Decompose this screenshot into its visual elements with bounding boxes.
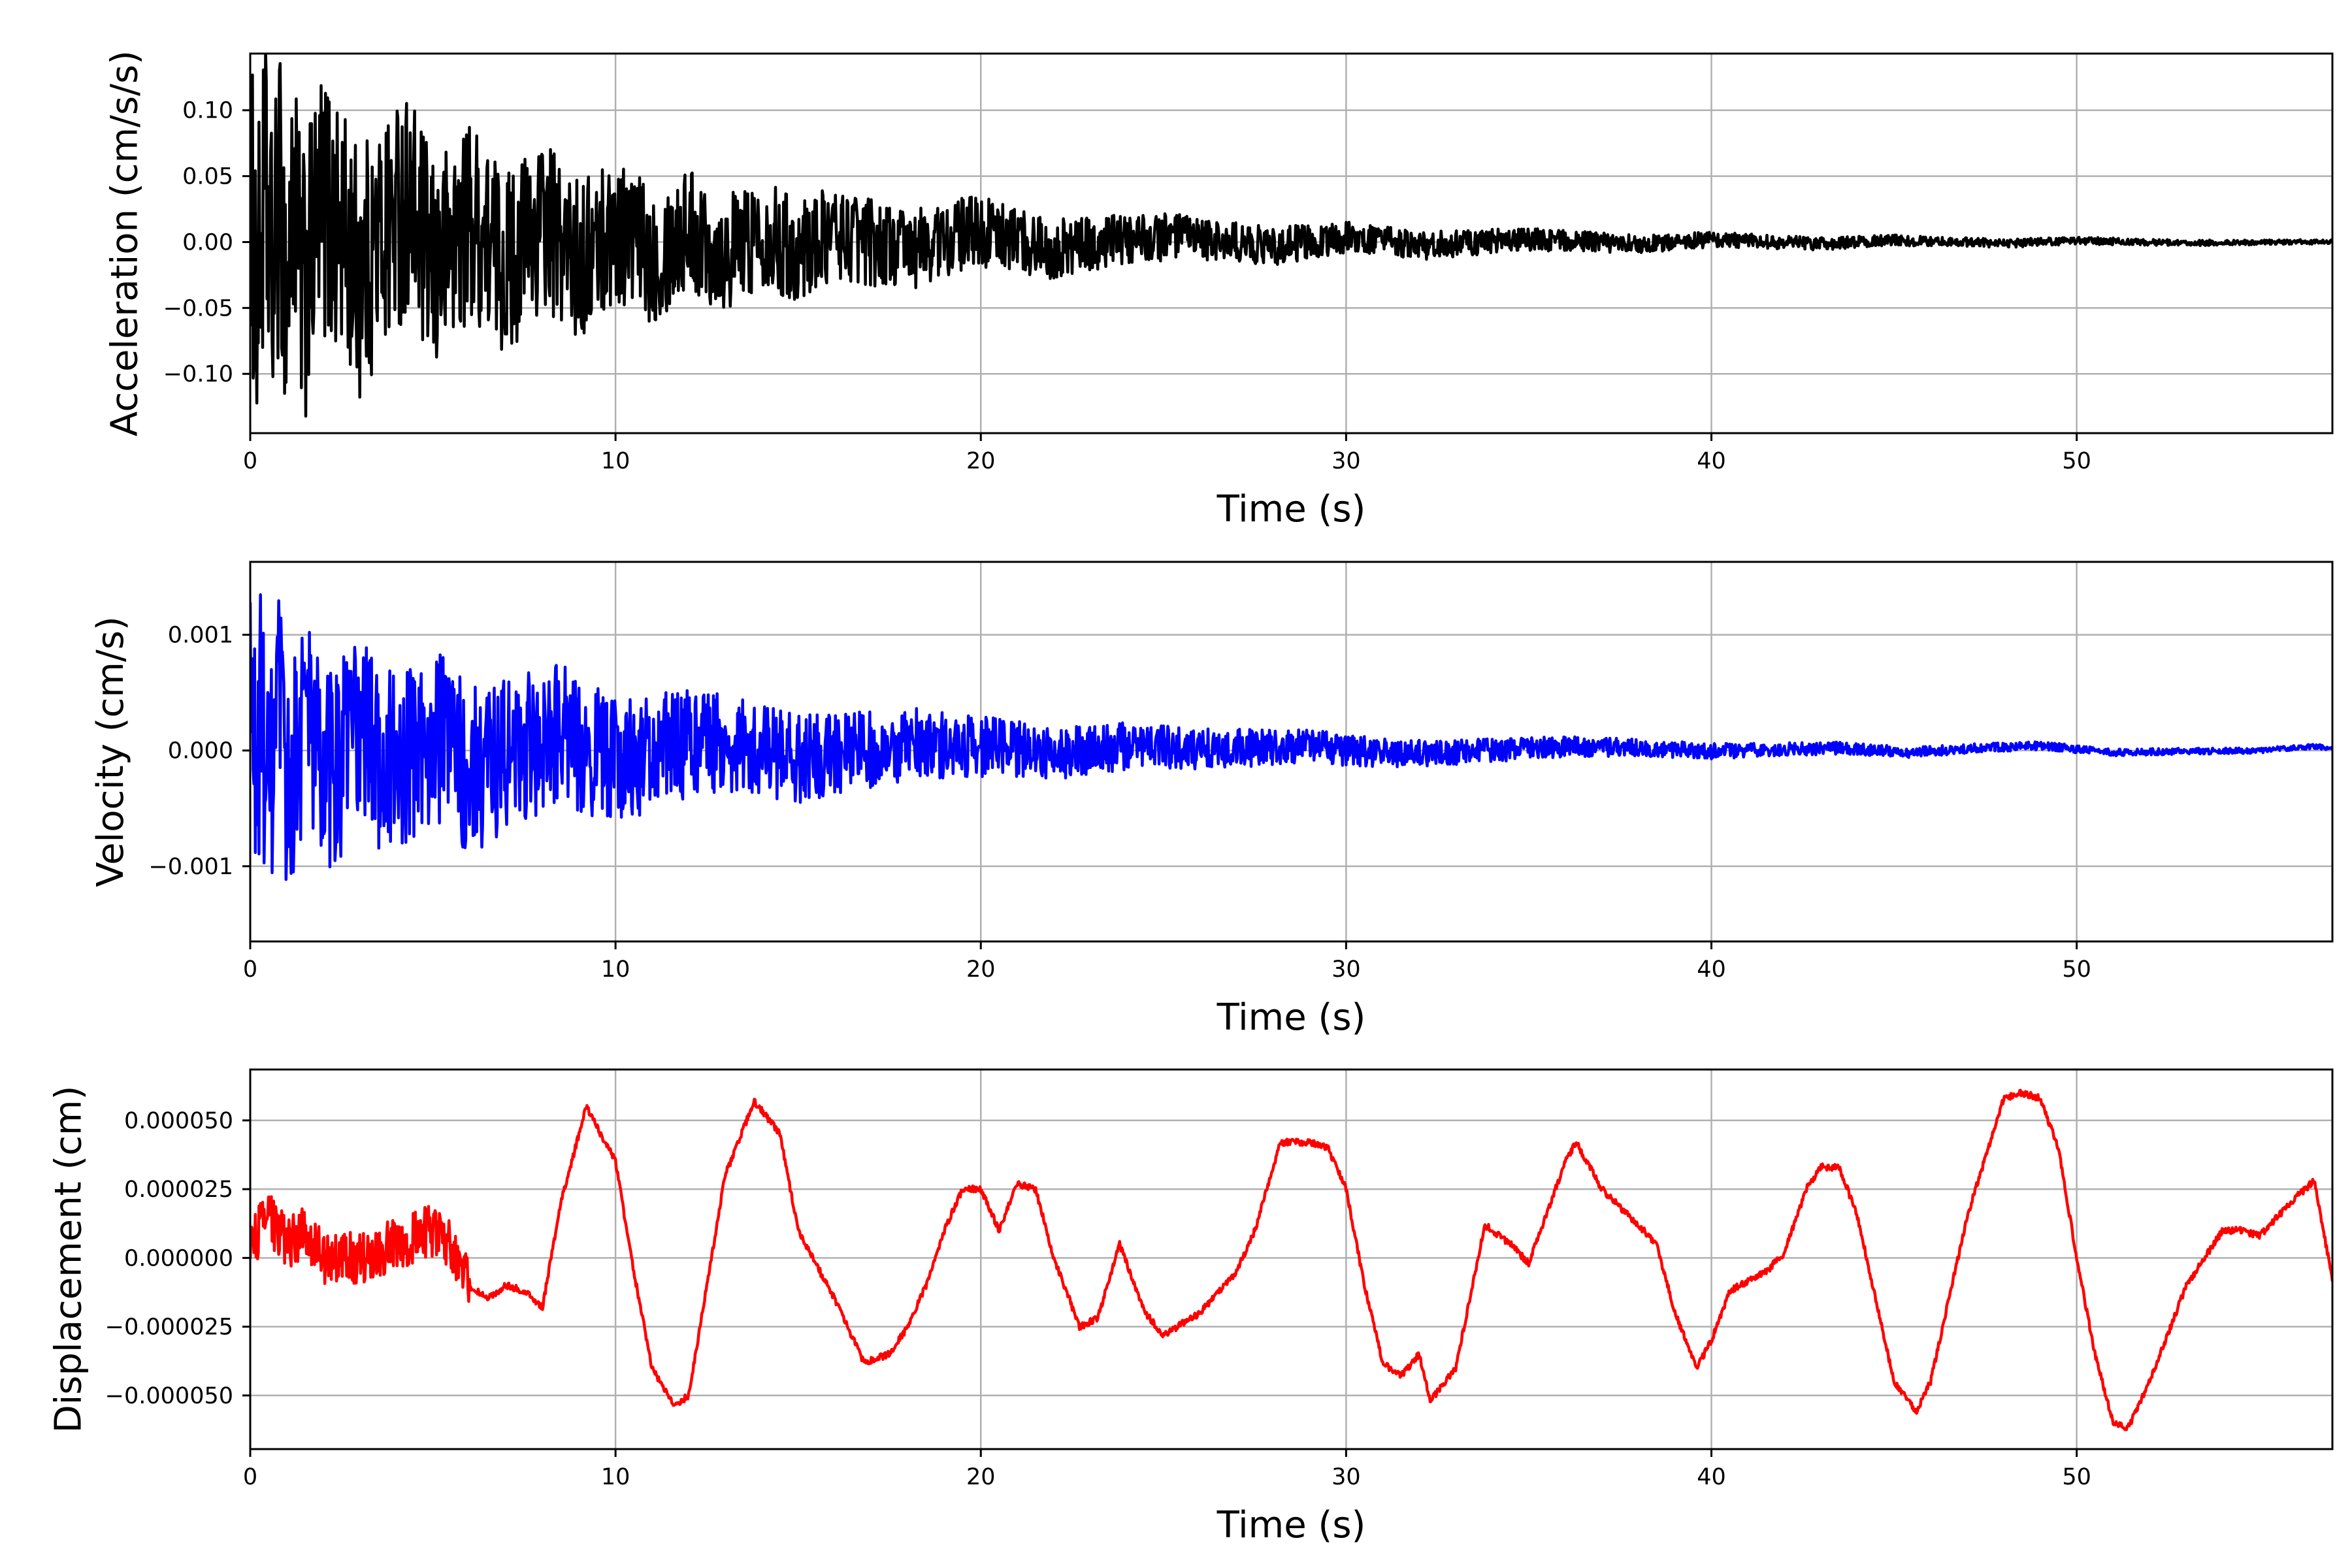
acceleration-xtick-label-0: 0 (243, 448, 257, 474)
acceleration-ytick-label-4: 0.10 (182, 98, 233, 124)
velocity-xtick-label-2: 20 (966, 956, 996, 983)
acceleration-axes-frame (249, 52, 2334, 434)
velocity-series-line-0 (250, 593, 2332, 881)
velocity-xtick-label-3: 30 (1331, 956, 1361, 983)
acceleration-ytick-label-2: 0.00 (182, 229, 233, 255)
displacement-xtick-label-4: 40 (1697, 1464, 1726, 1490)
acceleration-ylabel: Acceleration (cm/s/s) (104, 50, 146, 436)
acceleration-xlabel: Time (s) (1217, 488, 1366, 531)
acceleration-ytick-label-3: 0.05 (182, 164, 233, 190)
displacement-xtick-label-1: 10 (601, 1464, 630, 1490)
displacement-xlabel: Time (s) (1217, 1504, 1366, 1546)
displacement-xtick-label-3: 30 (1331, 1464, 1361, 1490)
displacement-ytick-label-0: −0.000050 (105, 1383, 233, 1409)
acceleration-ytick-label-1: −0.05 (163, 295, 233, 321)
acceleration-xtick-label-2: 20 (966, 448, 996, 474)
acceleration-series-line-0 (250, 54, 2332, 418)
velocity-xtick-label-0: 0 (243, 956, 257, 983)
acceleration-panel: 0 10 20 30 40 50 −0.10 −0.05 0.00 0.05 0.10 Time (s… (104, 50, 2334, 531)
acceleration-xtick-label-1: 10 (601, 448, 630, 474)
displacement-xtick-label-0: 0 (243, 1464, 257, 1490)
displacement-panel: 0 10 20 30 40 50 −0.000050 −0.000025 0.000000 0.0… (48, 1068, 2334, 1546)
velocity-panel: 0 10 20 30 40 50 −0.001 0.000 0.001 Time (s) Veloc… (90, 561, 2334, 1039)
velocity-xtick-label-1: 10 (601, 956, 630, 983)
acceleration-xtick-label-5: 50 (2062, 448, 2091, 474)
displacement-ytick-label-3: 0.000025 (124, 1177, 233, 1203)
displacement-ylabel: Displacement (cm) (48, 1086, 90, 1433)
acceleration-xtick-label-3: 30 (1331, 448, 1361, 474)
velocity-axes-frame (249, 561, 2334, 943)
velocity-ylabel: Velocity (cm/s) (90, 616, 132, 887)
displacement-ytick-label-4: 0.000050 (124, 1108, 233, 1134)
displacement-xtick-label-2: 20 (966, 1464, 996, 1490)
velocity-ytick-label-1: 0.000 (168, 738, 233, 764)
displacement-series-line-0 (250, 1088, 2332, 1431)
acceleration-xtick-label-4: 40 (1697, 448, 1726, 474)
velocity-ytick-label-2: 0.001 (168, 623, 233, 649)
displacement-ytick-label-2: 0.000000 (124, 1245, 233, 1271)
acceleration-ytick-label-0: −0.10 (163, 361, 233, 387)
displacement-ytick-label-1: −0.000025 (105, 1315, 233, 1341)
velocity-xtick-label-4: 40 (1697, 956, 1726, 983)
displacement-xtick-label-5: 50 (2062, 1464, 2091, 1490)
velocity-ytick-label-0: −0.001 (148, 854, 233, 880)
displacement-axes-frame (249, 1068, 2334, 1450)
velocity-xtick-label-5: 50 (2062, 956, 2091, 983)
velocity-xlabel: Time (s) (1217, 996, 1366, 1039)
